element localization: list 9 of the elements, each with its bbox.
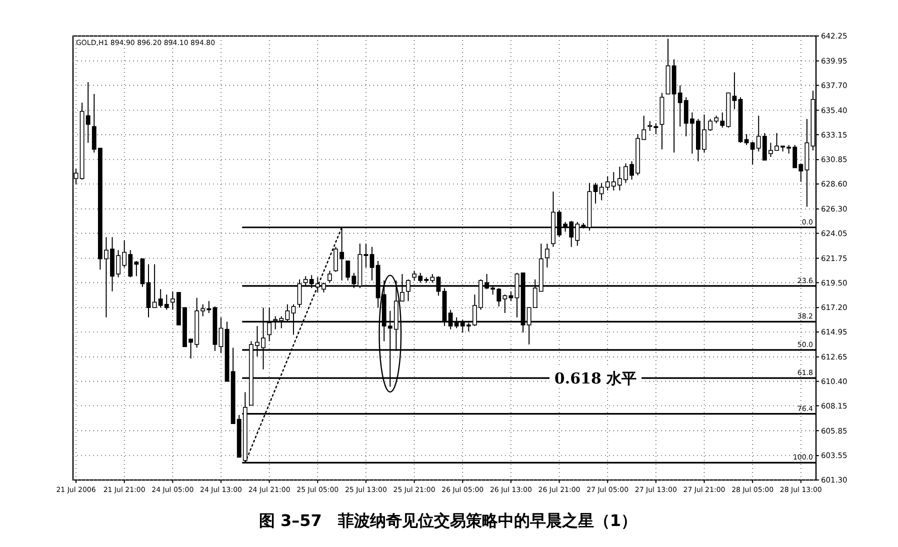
candlestick bbox=[593, 182, 598, 204]
candlestick bbox=[328, 270, 332, 284]
candlestick bbox=[218, 316, 224, 354]
candlestick bbox=[544, 243, 550, 268]
candlestick bbox=[370, 246, 374, 281]
candlestick bbox=[744, 134, 749, 146]
candlestick bbox=[364, 243, 368, 268]
text: 图 3–57 菲波纳奇见位交易策略中的早晨之星（1） bbox=[258, 511, 638, 530]
annotation: 0.618 水平 bbox=[554, 369, 637, 388]
